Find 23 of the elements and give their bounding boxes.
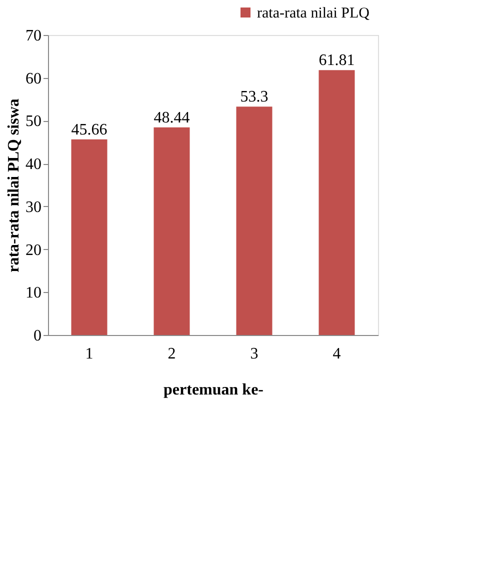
y-tick-label: 40 <box>26 156 42 174</box>
legend-label: rata-rata nilai PLQ <box>257 6 370 22</box>
data-label: 61.81 <box>318 52 355 70</box>
data-label: 48.44 <box>154 109 190 126</box>
x-axis-title: pertemuan ke- <box>164 382 264 398</box>
x-tick-label: 1 <box>85 346 94 362</box>
y-tick-label: 60 <box>26 70 42 88</box>
y-tick-label: 70 <box>26 28 42 44</box>
y-tick-label: 30 <box>26 198 42 216</box>
bar <box>318 70 355 335</box>
x-tick-label: 3 <box>250 346 258 362</box>
x-tick-label: 4 <box>332 346 341 362</box>
x-tick-label: 2 <box>168 346 176 362</box>
y-axis-title: rata-rata nilai PLQ siswa <box>6 98 22 272</box>
y-tick-label: 20 <box>26 242 42 259</box>
y-tick-label: 0 <box>34 328 42 344</box>
y-tick-label: 10 <box>26 284 42 302</box>
data-label: 45.66 <box>71 121 108 138</box>
data-label: 53.3 <box>240 88 268 106</box>
bar <box>154 127 190 335</box>
bar <box>71 139 108 335</box>
bar <box>236 106 272 335</box>
y-tick-label: 50 <box>26 113 42 130</box>
